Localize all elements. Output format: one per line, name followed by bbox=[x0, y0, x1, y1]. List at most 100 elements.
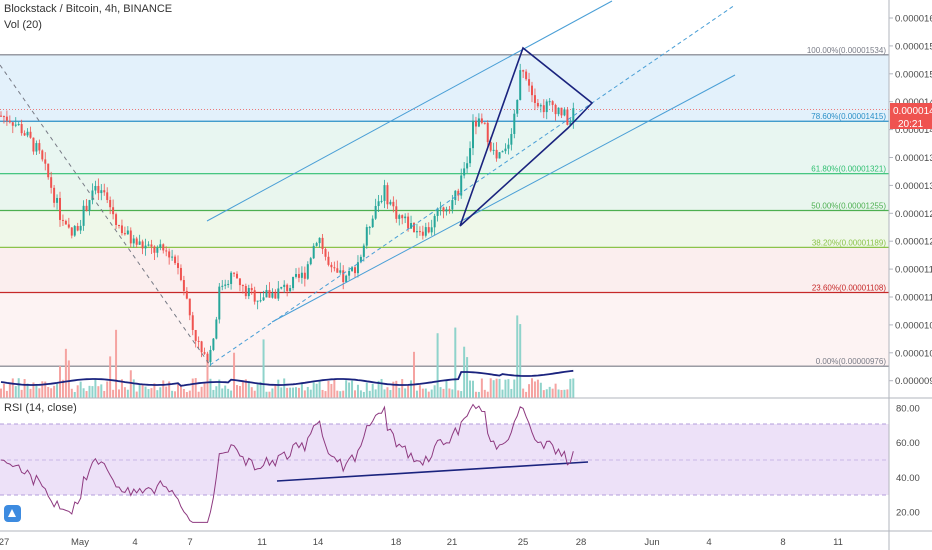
volume-bar bbox=[191, 378, 194, 398]
volume-bar bbox=[11, 378, 14, 398]
candle-body bbox=[371, 218, 374, 228]
time-tick-label: 4 bbox=[706, 537, 711, 548]
candle-body bbox=[115, 214, 118, 225]
volume-bar bbox=[474, 391, 477, 398]
candle-body bbox=[418, 231, 421, 233]
candle-body bbox=[359, 256, 362, 263]
volume-bar bbox=[286, 387, 289, 398]
fib-level-label: 50.00%(0.00001255) bbox=[811, 202, 886, 211]
candle-body bbox=[525, 71, 528, 80]
candle-body bbox=[206, 353, 209, 363]
candle-body bbox=[362, 245, 365, 257]
volume-bar bbox=[495, 378, 498, 398]
volume-bar bbox=[566, 389, 569, 398]
candle-body bbox=[56, 197, 59, 203]
candle-body bbox=[286, 284, 289, 292]
price-tick-label: 0.00001600 bbox=[895, 14, 932, 25]
volume-bar bbox=[241, 380, 244, 398]
volume-bar bbox=[289, 387, 292, 398]
price-tick-label: 0.00001450 bbox=[895, 97, 932, 108]
volume-indicator-label[interactable]: Vol (20) bbox=[4, 19, 42, 31]
volume-bar bbox=[430, 389, 433, 398]
volume-bar bbox=[336, 390, 339, 398]
volume-bar bbox=[230, 390, 233, 398]
candle-body bbox=[492, 149, 495, 151]
volume-bar bbox=[383, 389, 386, 398]
candle-body bbox=[445, 209, 448, 212]
candle-body bbox=[14, 124, 17, 126]
volume-bar bbox=[244, 379, 247, 398]
volume-bar bbox=[67, 360, 70, 398]
candle-body bbox=[209, 349, 212, 363]
volume-bar bbox=[362, 391, 365, 398]
volume-bar bbox=[439, 387, 442, 398]
volume-bar bbox=[41, 381, 44, 398]
rsi-axis-labels: 80.00 60.00 40.00 20.00 bbox=[896, 404, 920, 519]
fib-zone bbox=[0, 54, 889, 122]
volume-bar bbox=[295, 387, 297, 398]
volume-bar bbox=[424, 388, 427, 398]
volume-bar bbox=[351, 380, 354, 398]
candle-body bbox=[67, 224, 70, 228]
time-tick-label: 11 bbox=[833, 537, 843, 548]
tradingview-logo-icon[interactable] bbox=[4, 505, 21, 522]
candle-body bbox=[469, 148, 472, 164]
volume-bar bbox=[212, 389, 215, 398]
candle-body bbox=[106, 192, 109, 200]
volume-bar bbox=[109, 356, 112, 398]
rsi-indicator-label[interactable]: RSI (14, close) bbox=[4, 402, 77, 414]
volume-bar bbox=[73, 391, 76, 398]
volume-bar bbox=[415, 390, 418, 398]
time-tick-label: 27 bbox=[0, 537, 9, 548]
volume-bar bbox=[309, 389, 312, 398]
volume-bar bbox=[168, 381, 171, 398]
time-tick-label: 7 bbox=[187, 537, 192, 548]
volume-bar bbox=[498, 378, 501, 398]
candle-body bbox=[504, 148, 507, 152]
candle-body bbox=[280, 286, 283, 289]
candle-body bbox=[218, 286, 221, 320]
candle-body bbox=[97, 185, 100, 194]
volume-bar bbox=[135, 391, 138, 398]
volume-bar bbox=[262, 339, 265, 398]
volume-bar bbox=[300, 382, 303, 398]
last-price-badge bbox=[890, 103, 932, 117]
candle-body bbox=[227, 283, 230, 285]
volume-bar bbox=[106, 381, 109, 398]
volume-bar bbox=[501, 389, 504, 398]
volume-bar bbox=[469, 380, 472, 398]
volume-bar bbox=[147, 389, 150, 398]
candle-body bbox=[197, 340, 200, 342]
candle-body bbox=[247, 288, 250, 297]
volume-bar bbox=[112, 389, 115, 398]
volume-bar bbox=[312, 382, 315, 398]
volume-bar bbox=[277, 379, 280, 398]
volume-bar bbox=[138, 384, 141, 398]
candle-body bbox=[345, 275, 348, 283]
candle-body bbox=[513, 113, 516, 134]
volume-bar bbox=[551, 388, 554, 398]
volume-bar bbox=[433, 385, 436, 398]
countdown-badge bbox=[890, 117, 932, 129]
fib-zone bbox=[0, 173, 889, 211]
volume-bar bbox=[554, 383, 557, 398]
triangle-pattern bbox=[459, 46, 594, 227]
volume-bar bbox=[454, 327, 457, 398]
volume-bar bbox=[26, 383, 29, 398]
volume-bar bbox=[274, 384, 277, 398]
volume-bar bbox=[0, 388, 2, 398]
candle-body bbox=[365, 227, 368, 246]
volume-bar bbox=[427, 391, 430, 398]
candle-body bbox=[118, 224, 120, 226]
volume-bar bbox=[129, 370, 132, 398]
channel-lower-line bbox=[271, 74, 736, 323]
volume-bar bbox=[345, 380, 348, 398]
price-tick-label: 0.00001250 bbox=[895, 209, 932, 220]
candle-body bbox=[486, 122, 489, 143]
volume-bar bbox=[472, 380, 474, 398]
volume-bar bbox=[61, 379, 64, 398]
volume-bar bbox=[572, 378, 575, 398]
candle-body bbox=[498, 152, 501, 159]
candle-body bbox=[528, 79, 531, 86]
